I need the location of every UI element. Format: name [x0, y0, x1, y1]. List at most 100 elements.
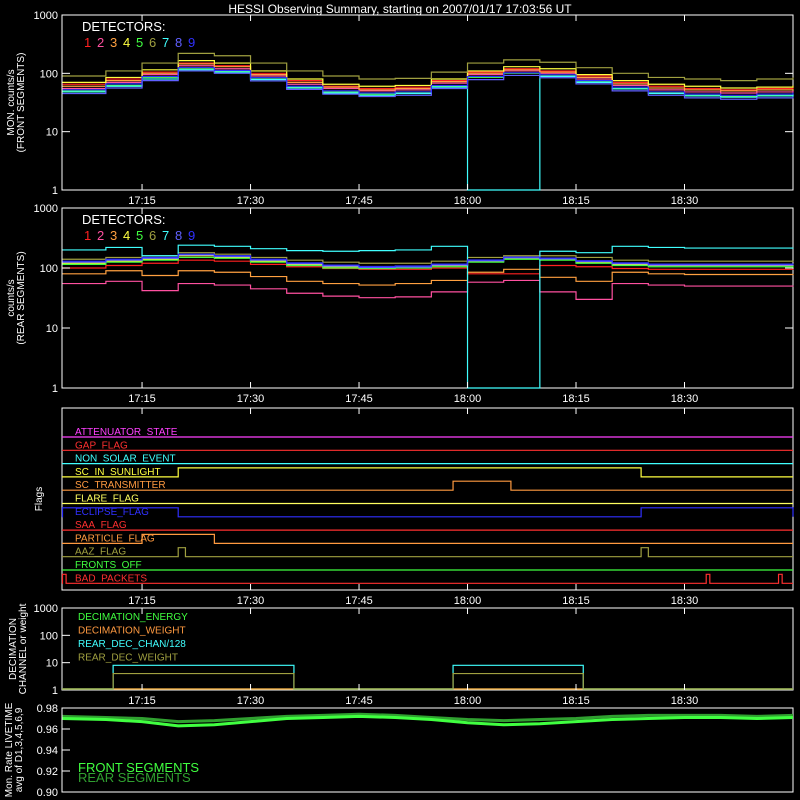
front-detector-7: 7: [162, 35, 169, 50]
flag-label-gap: GAP_FLAG: [75, 440, 128, 451]
rear-ylabel-line: counts/s: [6, 279, 17, 316]
front-detector-4: 4: [123, 35, 130, 50]
rear-detectors-label: DETECTORS:: [82, 212, 166, 227]
decimation-xtick-label: 17:45: [345, 695, 373, 707]
front-xtick-label: 17:15: [128, 195, 156, 207]
livetime-legend-front: FRONT SEGMENTS: [78, 760, 199, 775]
decimation-xtick-label: 17:15: [128, 695, 156, 707]
rear-xtick-label: 18:00: [454, 393, 482, 405]
decimation-legend-rear_chan: REAR_DEC_CHAN/128: [78, 639, 186, 650]
decimation-ylabel-line: CHANNEL or weight: [18, 603, 29, 694]
flag-label-eclipse: ECLIPSE_FLAG: [75, 507, 149, 518]
front-series-4: [62, 60, 794, 89]
flags-xtick-label: 18:00: [454, 595, 482, 607]
front-ytick-label: 100: [40, 68, 58, 80]
front-ylabel: MON. counts/s(FRONT SEGMENTS): [6, 53, 27, 153]
flag-label-non_solar: NON_SOLAR_EVENT: [75, 454, 176, 465]
decimation-frame: [61, 607, 794, 691]
rear-xtick-label: 17:15: [128, 393, 156, 405]
livetime-legend-rear: REAR SEGMENTS: [78, 770, 191, 785]
rear-detector-7: 7: [162, 228, 169, 243]
decimation-ylabel-line: DECIMATION: [8, 618, 19, 680]
livetime-ytick-label: 0.92: [37, 766, 58, 778]
decimation-xtick-label: 18:00: [454, 695, 482, 707]
front-detector-3: 3: [110, 35, 117, 50]
decimation-line-rear_weight: [62, 672, 793, 690]
flags-frame: [61, 407, 794, 591]
flags-xtick-label: 17:45: [345, 595, 373, 607]
flags-xtick-label: 18:15: [562, 595, 590, 607]
rear-series-3: [62, 268, 794, 286]
rear-xtick-label: 18:30: [671, 393, 699, 405]
rear-ylabel-line: (REAR SEGMENTS): [16, 251, 27, 344]
front-series-9: [62, 67, 794, 96]
livetime-ytick-label: 0.96: [37, 724, 58, 736]
decimation-xtick-label: 17:30: [237, 695, 265, 707]
livetime-ytick-label: 0.94: [37, 745, 58, 757]
rear-xtick-label: 17:30: [237, 393, 265, 405]
rear-ytick-label: 1: [52, 383, 58, 395]
livetime-ylabel-line: Mon. Rate LIVETIME: [4, 702, 15, 797]
front-series-6: [62, 52, 794, 82]
flag-line-aaz: [62, 547, 793, 558]
livetime-ylabel-line: avg of D1,3,4,5,6,9: [14, 707, 25, 792]
rear-frame: [61, 207, 794, 389]
rear-ytick-label: 100: [40, 263, 58, 275]
flags-xtick-label: 17:30: [237, 595, 265, 607]
front-detector-8: 8: [175, 35, 182, 50]
rear-detector-8: 8: [175, 228, 182, 243]
rear-detector-9: 9: [188, 228, 195, 243]
flags-ylabel: Flags: [34, 487, 45, 511]
decimation-legend-rear_weight: REAR_DEC_WEIGHT: [78, 653, 178, 664]
front-xtick-label: 18:00: [454, 195, 482, 207]
rear-detector-2: 2: [97, 228, 104, 243]
rear-detector-5: 5: [136, 228, 143, 243]
flag-label-transmitter: SC_TRANSMITTER: [75, 480, 166, 491]
flag-line-sunlight: [62, 467, 793, 478]
flag-line-eclipse: [61, 507, 794, 518]
rear-ytick-label: 10: [46, 323, 58, 335]
flag-line-bad_packets: [61, 573, 793, 584]
decimation-legend-energy: DECIMATION_ENERGY: [78, 612, 188, 623]
livetime-line-front: [62, 714, 794, 728]
flag-label-flare: FLARE_FLAG: [75, 494, 139, 505]
decimation-xtick-label: 18:30: [671, 695, 699, 707]
front-ylabel-line: (FRONT SEGMENTS): [16, 53, 27, 153]
front-detector-5: 5: [136, 35, 143, 50]
front-ytick-label: 1000: [34, 10, 58, 22]
flag-label-aaz: AAZ_FLAG: [75, 547, 126, 558]
rear-series-8: [62, 254, 794, 269]
decimation-ylabel: DECIMATIONCHANNEL or weight: [8, 603, 29, 694]
chart-title: HESSI Observing Summary, starting on 200…: [228, 2, 572, 16]
front-detector-2: 2: [97, 35, 104, 50]
flags-xtick-label: 18:30: [671, 595, 699, 607]
livetime-ytick-label: 0.90: [37, 787, 58, 799]
front-ylabel-line: MON. counts/s: [6, 69, 17, 135]
rear-detector-3: 3: [110, 228, 117, 243]
front-ytick-label: 10: [46, 127, 58, 139]
flag-label-particle: PARTICLE_FLAG: [75, 533, 155, 544]
livetime-line-rear: [62, 712, 794, 724]
front-xtick-label: 17:45: [345, 195, 373, 207]
rear-detector-6: 6: [149, 228, 156, 243]
decimation-ytick-label: 1000: [34, 603, 58, 615]
flag-label-bad_packets: BAD_PACKETS: [75, 573, 147, 584]
decimation-ytick-label: 100: [40, 630, 58, 642]
front-xtick-label: 18:30: [671, 195, 699, 207]
decimation-ytick-label: 10: [46, 658, 58, 670]
front-xtick-label: 18:15: [562, 195, 590, 207]
rear-detector-4: 4: [123, 228, 130, 243]
livetime-ytick-label: 0.98: [37, 703, 58, 715]
front-detectors-label: DETECTORS:: [82, 19, 166, 34]
rear-series-5: [62, 256, 794, 270]
front-xtick-label: 17:30: [237, 195, 265, 207]
flags-ylabel-line: Flags: [34, 487, 45, 511]
rear-series-7: [62, 244, 794, 389]
front-detector-9: 9: [188, 35, 195, 50]
flag-line-particle: [62, 533, 793, 544]
chart-layer: 1 10 100 1000 17:15 17:30 17:45 18:00 18:15 18:30…: [4, 10, 794, 799]
decimation-ytick-label: 1: [52, 685, 58, 697]
flags-xtick-label: 17:15: [128, 595, 156, 607]
